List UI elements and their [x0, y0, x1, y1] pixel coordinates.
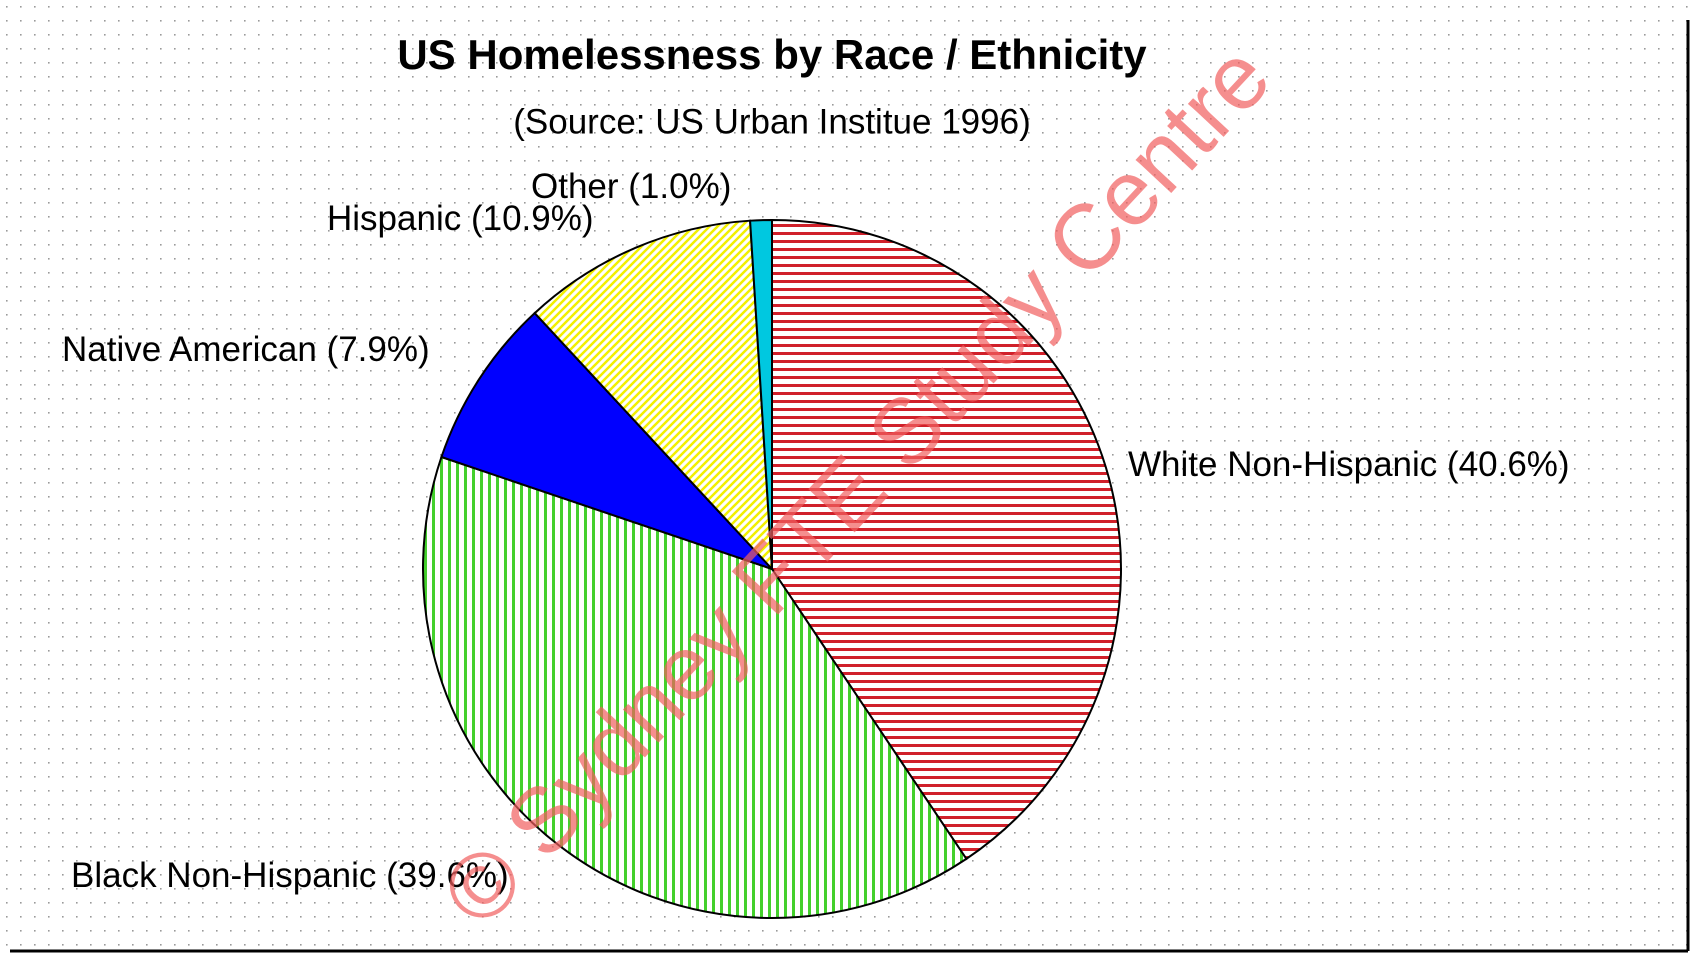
slice-name: White Non-Hispanic [1128, 445, 1437, 484]
pie-slice [422, 455, 968, 919]
chart-title: US Homelessness by Race / Ethnicity [397, 31, 1147, 78]
slice-value-label: (10.9%) [471, 199, 594, 238]
slice-label: White Non-Hispanic (40.6%) [1128, 445, 1570, 484]
pie-slice [749, 218, 773, 570]
pie-slice [533, 219, 774, 572]
slice-name: Native American [62, 330, 317, 369]
labels: White Non-Hispanic (40.6%) Black Non-Hisp… [62, 167, 1570, 895]
slice-label: Black Non-Hispanic (39.6%) [71, 856, 509, 895]
slice-value-label: (40.6%) [1447, 445, 1570, 484]
slice-value-label: (39.6%) [386, 856, 509, 895]
slice-label: Native American (7.9%) [62, 330, 430, 369]
slice-label: Other (1.0%) [531, 167, 731, 206]
pie [422, 218, 1122, 919]
slice-value-label: (7.9%) [327, 330, 430, 369]
slice-name: Other [531, 167, 619, 206]
slice-name: Hispanic [327, 199, 461, 238]
slice-value-label: (1.0%) [628, 167, 731, 206]
pie-slice [440, 311, 773, 570]
slice-label: Hispanic (10.9%) [327, 199, 594, 238]
chart-subtitle: (Source: US Urban Institue 1996) [513, 102, 1030, 141]
pie-slice [771, 218, 1122, 861]
slice-name: Black Non-Hispanic [71, 856, 376, 895]
